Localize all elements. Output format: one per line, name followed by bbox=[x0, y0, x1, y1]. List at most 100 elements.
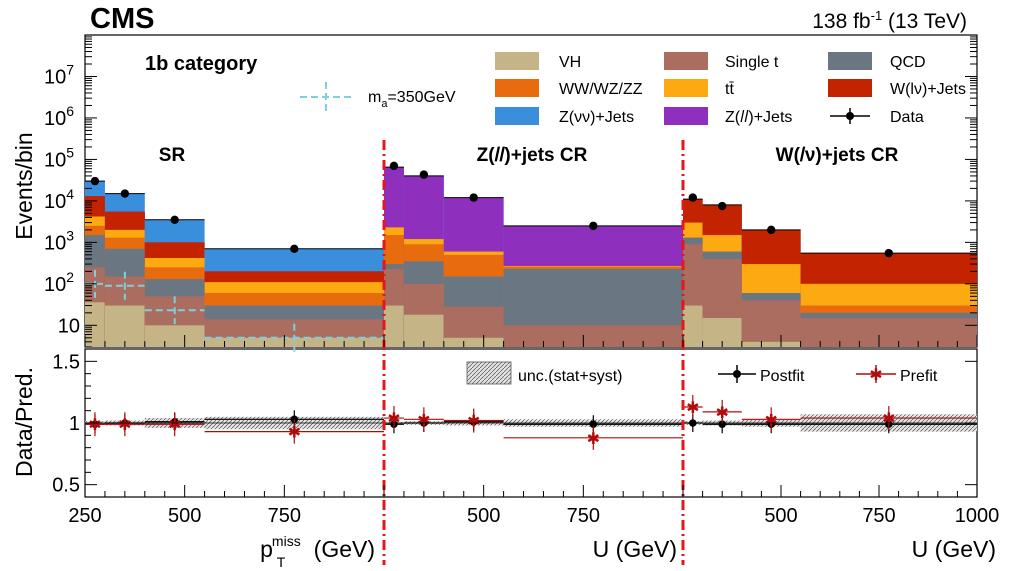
stack-bar-sr-bin1-vh bbox=[104, 305, 145, 347]
x-tick-label: 250 bbox=[68, 505, 101, 527]
y-axis-label: Events/bin bbox=[11, 132, 37, 239]
y-tick-label: 107 bbox=[44, 61, 74, 88]
x-axis-label-sr: pmiss T (GeV) bbox=[260, 533, 375, 570]
legend-marker-data bbox=[830, 108, 870, 124]
legend-marker-postfit bbox=[718, 365, 756, 383]
x-tick-label: 750 bbox=[862, 505, 895, 527]
legend-marker-prefit: ✱ bbox=[856, 365, 896, 384]
stack-bar-z-ll-jets-cr-bin0-vh bbox=[384, 305, 404, 347]
legend-swatch-diboson bbox=[495, 79, 539, 97]
data-point-z-ll-jets-cr-bin1 bbox=[419, 170, 429, 179]
prefit-point-sr-bin3: ✱ bbox=[288, 423, 301, 442]
y-tick-label: 104 bbox=[44, 186, 74, 213]
x-axis-label-wlv: U (GeV) bbox=[912, 536, 996, 562]
legend-label-signal: ma=350GeV bbox=[368, 89, 456, 110]
stacked-histograms bbox=[85, 161, 977, 352]
legend: VH Single t QCD WW/WZ/ZZ tt̄ W(lν)+Jets … bbox=[300, 52, 966, 126]
data-point-w-lv-jets-cr-bin3 bbox=[884, 248, 893, 258]
postfit-point-w-lv-jets-cr-bin1 bbox=[718, 420, 726, 429]
prefit-point-w-lv-jets-cr-bin1: ✱ bbox=[715, 403, 728, 422]
y-tick-label: 10 bbox=[58, 315, 80, 337]
legend-label-single-t: Single t bbox=[725, 54, 779, 71]
x-tick-label: 750 bbox=[567, 505, 600, 527]
prefit-point-z-ll-jets-cr-bin0: ✱ bbox=[387, 409, 400, 428]
legend-swatch-vh bbox=[495, 52, 539, 70]
stack-bar-w-lv-jets-cr-bin3-single-t bbox=[800, 318, 977, 347]
ratio-y-tick-label: 0.5 bbox=[52, 475, 80, 497]
stack-bar-w-lv-jets-cr-bin2-single-t bbox=[741, 300, 801, 347]
data-point-sr-bin2 bbox=[170, 215, 179, 225]
legend-swatch-wlv bbox=[828, 79, 872, 97]
region-label-zll: Z(𝑙𝑙)+jets CR bbox=[477, 145, 588, 166]
ratio-y-tick-label: 1 bbox=[69, 413, 80, 435]
legend-label-qcd: QCD bbox=[890, 54, 926, 71]
prefit-point-w-lv-jets-cr-bin0: ✱ bbox=[686, 398, 699, 417]
legend-label-zll: Z(𝑙𝑙)+Jets bbox=[725, 109, 792, 126]
y-tick-label: 106 bbox=[44, 103, 74, 130]
x-axis-label-zll: U (GeV) bbox=[593, 536, 677, 562]
x-tick-label: 1000 bbox=[955, 505, 1000, 527]
ratio-legend: unc.(stat+syst) Postfit ✱ Prefit bbox=[466, 361, 938, 385]
legend-label-ttbar: tt̄ bbox=[725, 81, 734, 98]
legend-label-wlv: W(lν)+Jets bbox=[890, 81, 966, 98]
data-point-sr-bin0 bbox=[90, 176, 100, 186]
stack-bar-sr-bin3-vh bbox=[204, 337, 384, 347]
x-tick-label: 500 bbox=[764, 505, 797, 527]
x-tick-label: 750 bbox=[268, 505, 301, 527]
prefit-point-z-ll-jets-cr-bin3: ✱ bbox=[587, 429, 600, 448]
legend-label-data: Data bbox=[890, 109, 924, 126]
axes-ticks: 10 102 103 104 105 106 107 0.5 1 1.5 250 500 750 500 7… bbox=[44, 36, 1000, 527]
stack-bar-sr-bin0-vh bbox=[85, 302, 105, 347]
prefit-point-z-ll-jets-cr-bin1: ✱ bbox=[417, 410, 430, 429]
legend-label-unc: unc.(stat+syst) bbox=[518, 368, 622, 385]
legend-label-prefit: Prefit bbox=[900, 368, 938, 385]
stack-bar-z-ll-jets-cr-bin3-single-t bbox=[503, 325, 683, 347]
svg-text:✱: ✱ bbox=[869, 365, 882, 384]
legend-label-zvv: Z(νν)+Jets bbox=[559, 109, 634, 126]
data-point-z-ll-jets-cr-bin2 bbox=[469, 193, 478, 202]
prefit-point-sr-bin2: ✱ bbox=[168, 415, 181, 434]
data-point-z-ll-jets-cr-bin0 bbox=[389, 161, 399, 171]
legend-marker-signal bbox=[300, 82, 352, 112]
legend-swatch-ttbar bbox=[664, 79, 708, 97]
legend-label-diboson: WW/WZ/ZZ bbox=[559, 81, 643, 98]
stack-bar-w-lv-jets-cr-bin2-vh bbox=[741, 341, 801, 347]
x-tick-label: 500 bbox=[168, 505, 201, 527]
lumi-label: 138 fb-1 (13 TeV) bbox=[812, 8, 967, 33]
region-label-wlv: W(𝑙ν)+jets CR bbox=[776, 145, 899, 166]
legend-swatch-unc bbox=[466, 361, 512, 385]
prefit-point-sr-bin0: ✱ bbox=[88, 415, 101, 434]
data-point-w-lv-jets-cr-bin1 bbox=[718, 201, 727, 211]
y-tick-label: 102 bbox=[44, 269, 74, 296]
stack-bar-sr-bin2-vh bbox=[144, 325, 205, 347]
data-point-sr-bin1 bbox=[120, 189, 130, 198]
cms-label: CMS bbox=[90, 3, 154, 35]
legend-label-vh: VH bbox=[559, 54, 581, 71]
postfit-point-sr-bin3 bbox=[290, 415, 299, 424]
category-label: 1b category bbox=[145, 53, 258, 75]
prefit-point-z-ll-jets-cr-bin2: ✱ bbox=[467, 412, 480, 431]
legend-swatch-qcd bbox=[828, 52, 872, 70]
stack-bar-w-lv-jets-cr-bin0-vh bbox=[683, 305, 703, 347]
legend-swatch-single-t bbox=[664, 52, 708, 70]
legend-label-postfit: Postfit bbox=[760, 368, 805, 385]
stack-bar-z-ll-jets-cr-bin2-vh bbox=[443, 337, 504, 347]
data-point-w-lv-jets-cr-bin0 bbox=[688, 193, 697, 202]
ratio-y-tick-label: 1.5 bbox=[52, 351, 80, 373]
y-tick-label: 103 bbox=[44, 227, 74, 254]
postfit-point-z-ll-jets-cr-bin3 bbox=[589, 420, 598, 429]
prefit-point-w-lv-jets-cr-bin3: ✱ bbox=[882, 409, 895, 428]
y-tick-label: 105 bbox=[44, 144, 74, 171]
data-point-z-ll-jets-cr-bin3 bbox=[589, 221, 598, 231]
prefit-point-sr-bin1: ✱ bbox=[118, 415, 131, 434]
ratio-plot: ✱ ✱ ✱ ✱ ✱ ✱ ✱ ✱ ✱ ✱ ✱ ✱ bbox=[85, 394, 977, 450]
legend-swatch-zll bbox=[664, 107, 708, 125]
legend-swatch-zvv bbox=[495, 107, 539, 125]
ratio-y-axis-label: Data/Pred. bbox=[11, 367, 37, 477]
prefit-point-w-lv-jets-cr-bin2: ✱ bbox=[764, 410, 777, 429]
region-label-sr: SR bbox=[159, 145, 186, 166]
x-tick-label: 500 bbox=[467, 505, 500, 527]
data-point-sr-bin3 bbox=[290, 244, 299, 253]
